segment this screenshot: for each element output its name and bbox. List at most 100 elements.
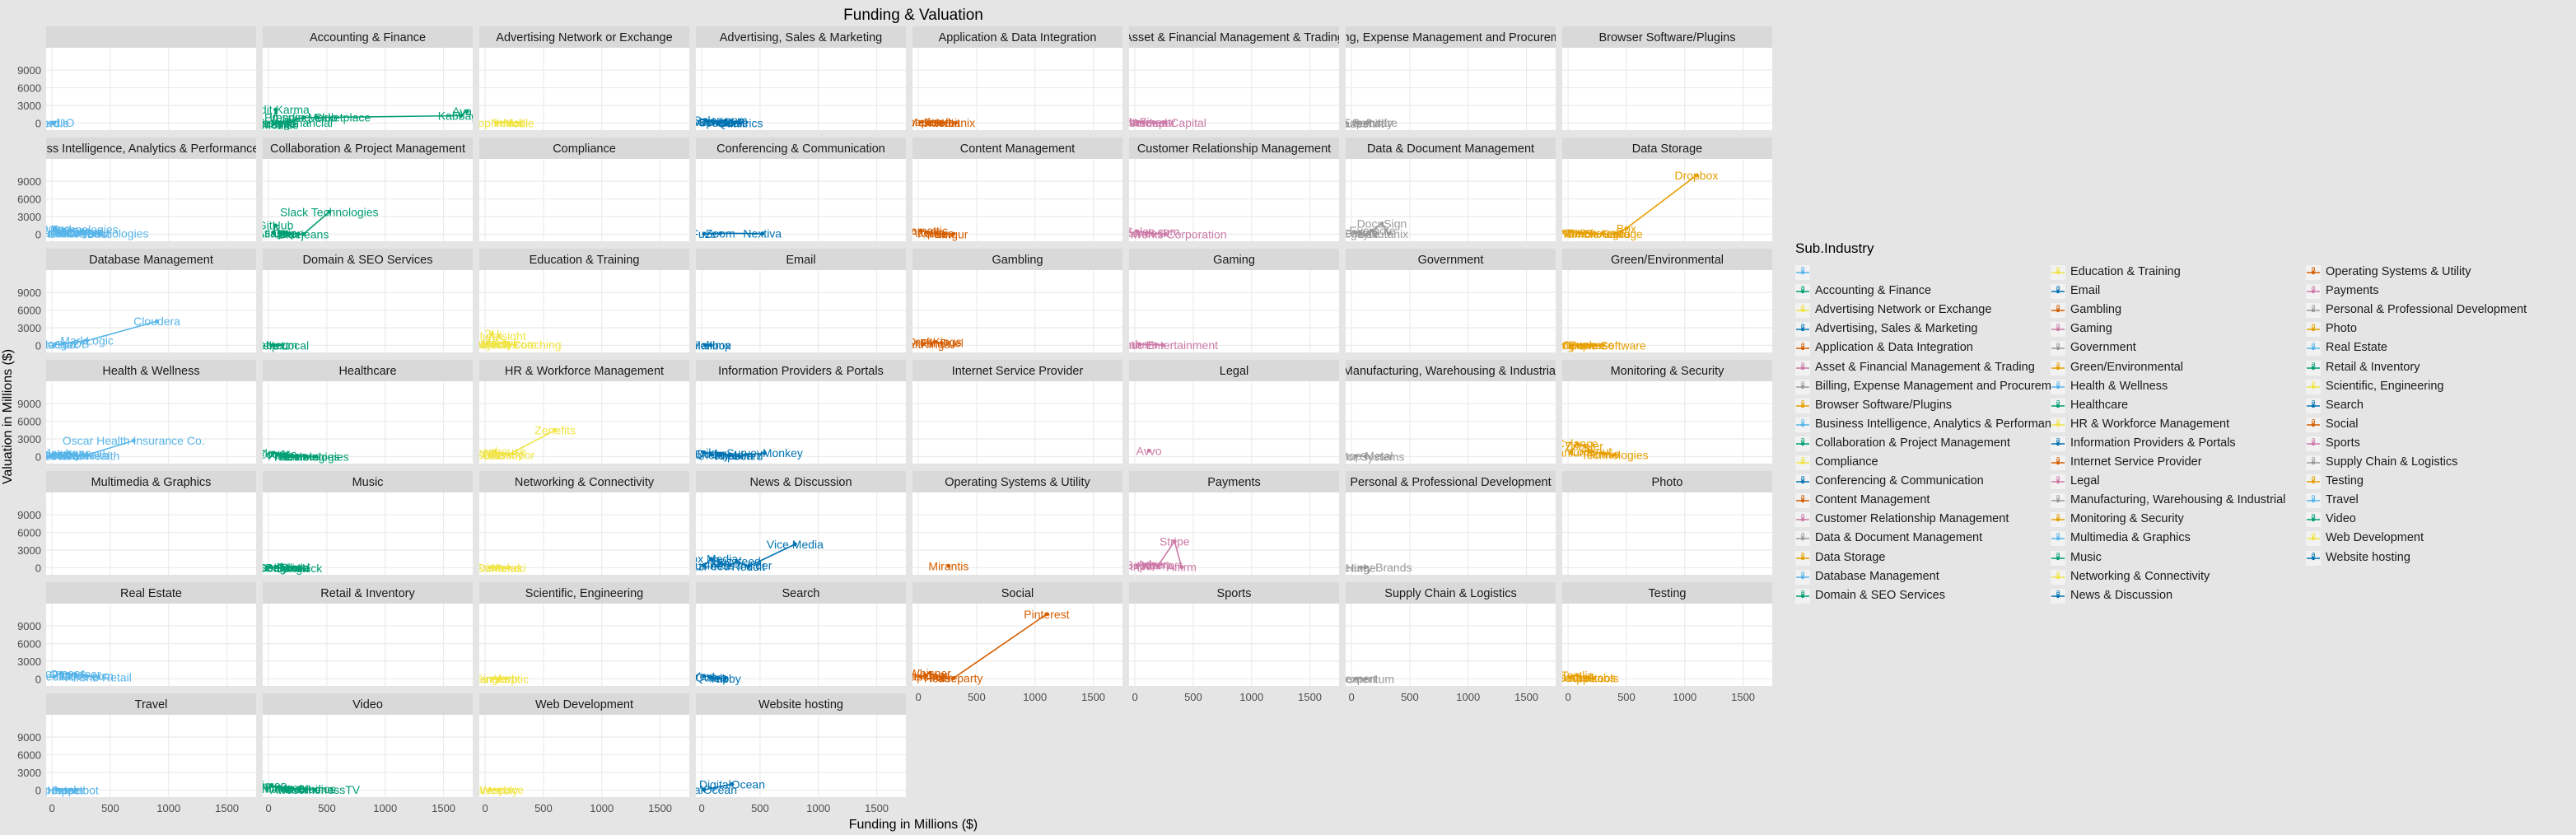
data-label: Mozido <box>262 119 299 132</box>
legend-item: a Manufacturing, Warehousing & Industrial <box>2051 492 2306 510</box>
legend-item: a Compliance <box>1795 454 2051 472</box>
data-label: Freshworks Corporation <box>1104 227 1226 240</box>
panel-background <box>1346 159 1556 241</box>
y-tick-label: 3000 <box>17 100 41 112</box>
chart-title: Funding & Valuation <box>843 7 983 24</box>
facet-panel: Education & Training CourseraUdemyPlurals… <box>479 249 689 352</box>
legend-key: a <box>1795 322 1810 338</box>
legend-label: Customer Relationship Management <box>1815 512 2009 526</box>
legend-label: Website hosting <box>2326 550 2410 564</box>
data-point <box>1179 565 1184 570</box>
legend-item: a Personal & Professional Development <box>2306 301 2561 320</box>
data-label: Zenefits <box>534 423 576 436</box>
x-tick-label: 0 <box>915 691 921 703</box>
data-point <box>271 122 276 127</box>
data-label: Gingko <box>474 672 511 685</box>
svg-text:a: a <box>2311 531 2315 539</box>
x-tick-label: 0 <box>482 802 488 814</box>
facet-strip-label: Education & Training <box>530 254 640 267</box>
facet-strip <box>696 249 906 270</box>
panel-data: Mirantis <box>928 559 968 572</box>
data-label: AwesomenessTV <box>270 783 360 796</box>
legend-label: Scientific, Engineering <box>2326 379 2444 393</box>
data-label: Kaltura <box>917 227 954 240</box>
legend-label: Content Management <box>1815 493 1930 507</box>
data-point <box>276 452 280 456</box>
svg-text:a: a <box>2311 436 2315 444</box>
data-label: Dropbox <box>1674 169 1718 182</box>
data-point <box>52 674 57 679</box>
facet-panel: Compliance <box>479 138 689 241</box>
legend-key: a <box>2051 550 2065 566</box>
data-point <box>278 123 282 127</box>
data-point <box>927 670 932 675</box>
data-label: Flatiron <box>268 450 306 463</box>
legend-item: a Monitoring & Security <box>2051 511 2306 529</box>
data-point <box>268 565 273 570</box>
facet-strip <box>1562 360 1772 381</box>
legend-key: a <box>2306 455 2321 470</box>
y-tick-label: 6000 <box>17 82 41 95</box>
svg-text:a: a <box>1800 455 1804 463</box>
svg-text:a: a <box>1800 531 1804 539</box>
data-point <box>287 231 292 236</box>
x-tick-label: 1000 <box>1673 691 1696 703</box>
legend-label: Data Storage <box>1815 550 1886 564</box>
facet-strip <box>696 471 906 492</box>
data-label: Opower <box>1562 338 1603 352</box>
data-label: Quora <box>695 670 727 683</box>
data-label: Box <box>934 227 954 240</box>
data-point <box>304 454 308 459</box>
svg-text:a: a <box>2056 341 2060 348</box>
legend-key: a <box>2306 303 2321 319</box>
series-line <box>54 320 157 346</box>
data-label: Fuze <box>691 227 716 240</box>
facet-strip <box>1562 138 1772 159</box>
facet-strip <box>1129 582 1339 604</box>
x-tick-label: 0 <box>49 802 54 814</box>
x-tick-label: 1500 <box>432 802 455 814</box>
legend-label: Web Development <box>2326 531 2424 545</box>
legend-item: a Data & Document Management <box>1795 529 2051 548</box>
data-label: Bluejeans <box>278 227 329 240</box>
facet-strip-label: Data & Document Management <box>1367 142 1534 156</box>
data-point <box>280 343 285 348</box>
legend-label: Payments <box>2326 284 2379 298</box>
data-point <box>723 120 727 125</box>
data-point <box>727 563 732 567</box>
data-point <box>273 107 278 112</box>
data-point <box>506 565 511 570</box>
panel-data: Avvo <box>1136 444 1162 457</box>
svg-text:a: a <box>2056 399 2060 406</box>
legend-key: a <box>1795 284 1810 300</box>
data-point <box>497 787 502 792</box>
panel-data: CourseraUdemyPluralsightLynda.comSkillso… <box>479 327 562 352</box>
svg-text:a: a <box>2311 455 2315 463</box>
facet-strip-label: Asset & Financial Management & Trading <box>1124 31 1344 44</box>
facet-strip <box>1129 26 1339 48</box>
data-point <box>504 676 508 681</box>
svg-text:a: a <box>2311 265 2315 273</box>
facet-strip <box>912 582 1122 604</box>
panel-background <box>1562 270 1772 352</box>
data-label: Theranos <box>273 450 321 463</box>
y-tick-label: 9000 <box>17 620 41 632</box>
facet-strip-label: Video <box>352 698 383 711</box>
data-label: Vimeo <box>254 779 287 792</box>
data-label: Fullscreen <box>259 781 312 795</box>
data-label: Sunrun <box>1552 338 1589 352</box>
data-label: Vox Media <box>684 553 739 566</box>
data-point <box>502 452 506 456</box>
facet-panel: Testing 0 500 1000 1500 ApplauseTestlioSauceL… <box>1562 582 1772 703</box>
svg-text:a: a <box>2311 418 2315 425</box>
y-tick-label: 9000 <box>17 64 41 77</box>
facet-strip-label: Government <box>1418 254 1484 267</box>
data-point <box>711 119 716 124</box>
legend-label: News & Discussion <box>2070 588 2173 602</box>
panel-background <box>1346 270 1556 352</box>
data-point <box>313 787 318 792</box>
legend-label: Multimedia & Graphics <box>2070 531 2191 545</box>
